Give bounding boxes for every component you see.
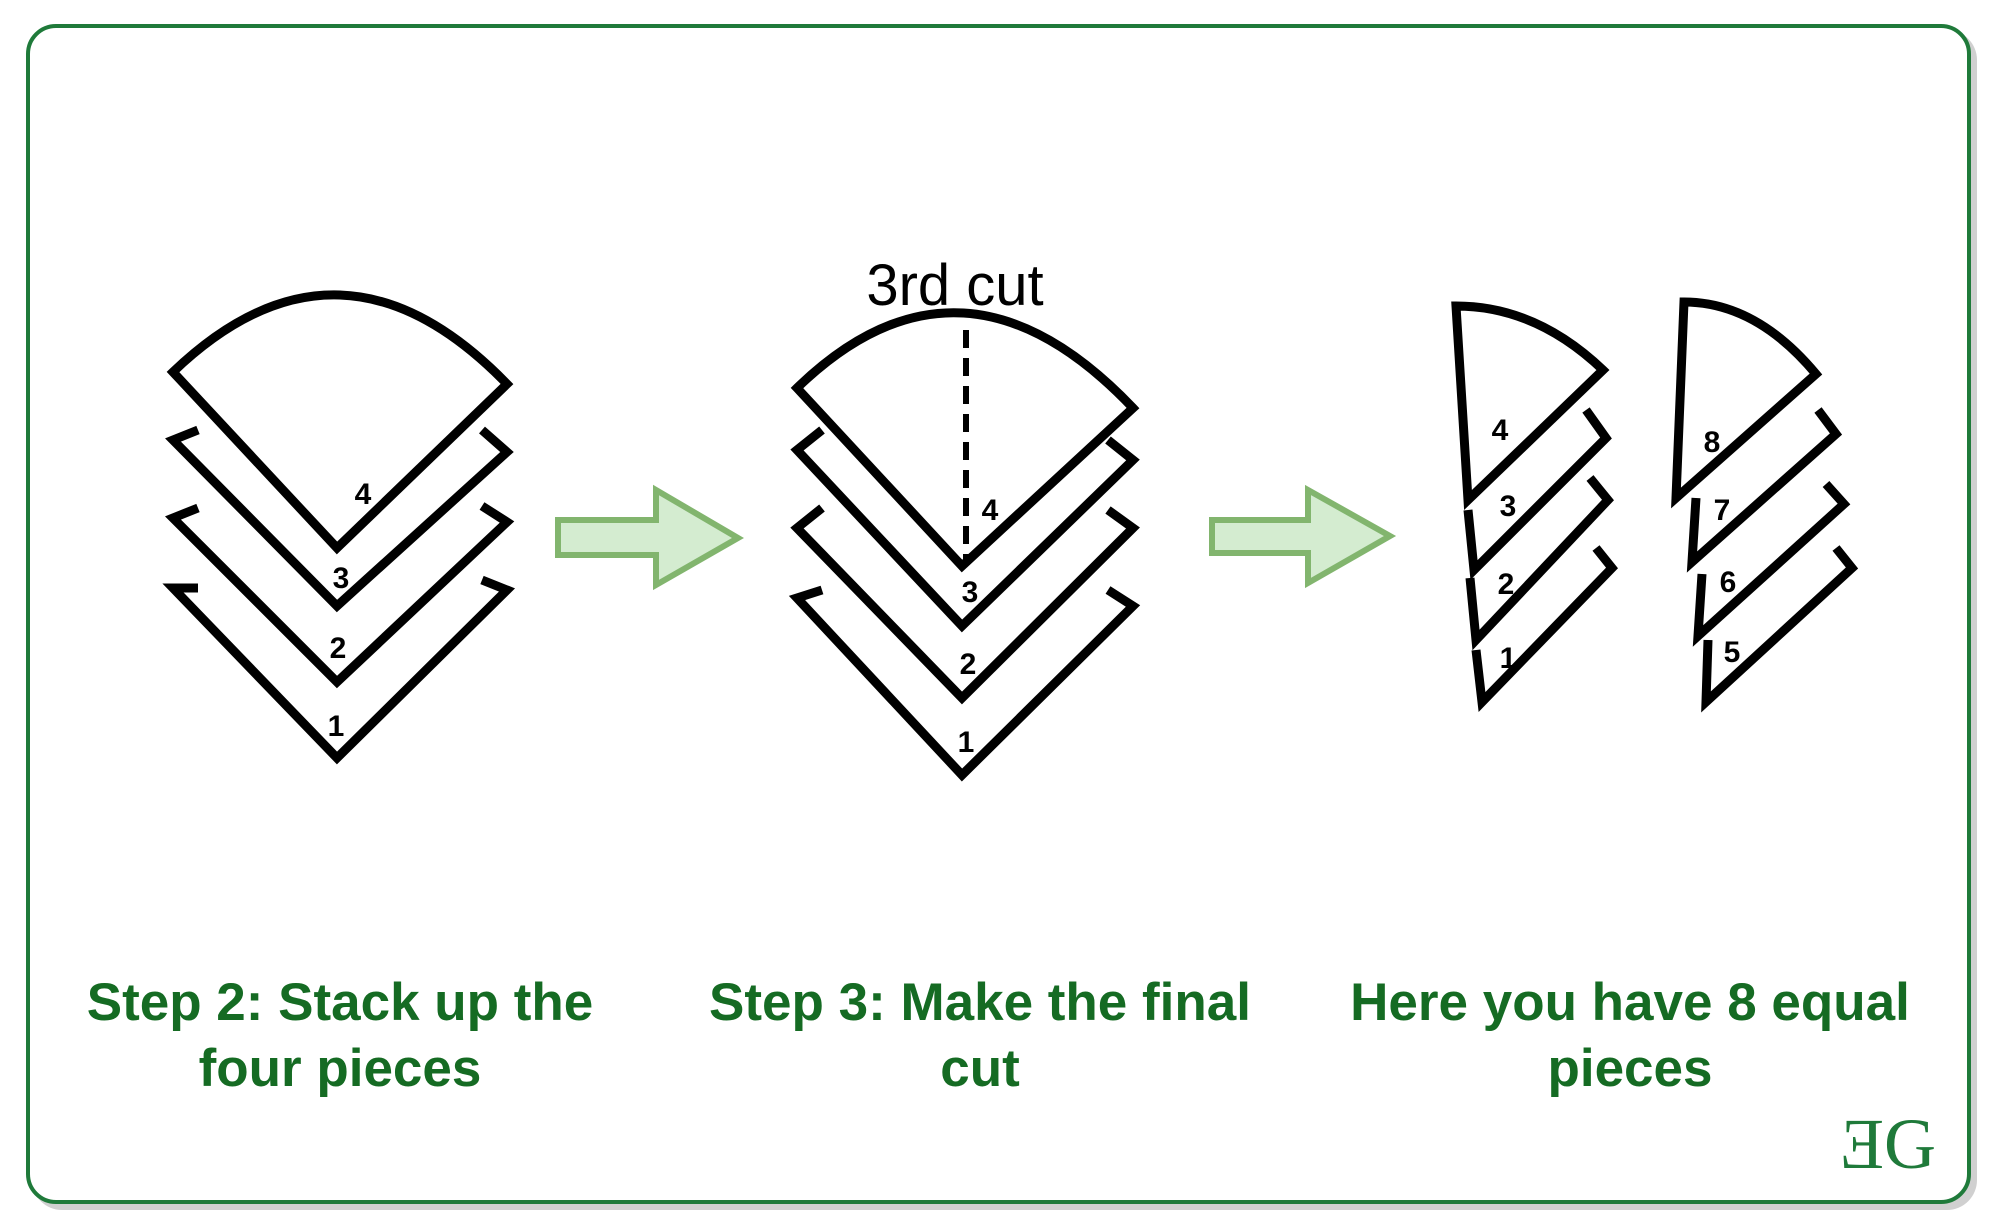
geeksforgeeks-logo: ƎG	[1840, 1104, 1936, 1184]
step2-layer-2-outline	[164, 502, 515, 689]
step2-caption: Step 2: Stack up the four pieces	[60, 970, 620, 1102]
result-caption-line2: pieces	[1547, 1039, 1713, 1098]
step3-layer-4-sector	[790, 308, 1140, 573]
diagram-frame	[26, 24, 1971, 1204]
step3-layer-3-number: 3	[962, 576, 979, 609]
left-slice-4-outline	[1451, 301, 1610, 510]
step2-layer-4-number: 4	[355, 478, 372, 511]
step2-layer-1-number: 1	[328, 710, 345, 743]
step2-caption-line2: four pieces	[198, 1039, 482, 1098]
step2-layer-3-number: 3	[333, 562, 350, 595]
right-arrow-icon	[1209, 484, 1397, 589]
left-slice-1-outline	[1471, 545, 1618, 712]
result-caption: Here you have 8 equal pieces	[1320, 970, 1940, 1102]
step3-caption-line2: cut	[940, 1039, 1020, 1098]
left-slice-4-number: 4	[1492, 414, 1509, 447]
step2-layer-2-number: 2	[330, 632, 347, 665]
left-slice-3-number: 3	[1500, 490, 1517, 523]
step2-layer-1-outline	[162, 575, 516, 765]
result-caption-line1: Here you have 8 equal	[1350, 973, 1910, 1032]
step2-layer-4-sector	[166, 290, 514, 555]
right-slice-6-number: 6	[1720, 566, 1737, 599]
right-slice-8-outline	[1671, 297, 1823, 509]
step2-caption-line1: Step 2: Stack up the	[86, 973, 594, 1032]
step3-layer-3-outline	[790, 426, 1140, 633]
left-slice-2-number: 2	[1498, 568, 1515, 601]
result-right-stack	[1671, 297, 1859, 713]
left-slice-3-outline	[1463, 407, 1612, 580]
step3-layer-1-outline	[788, 585, 1141, 782]
step3-caption: Step 3: Make the final cut	[680, 970, 1280, 1102]
step3-caption-line1: Step 3: Make the final	[709, 973, 1251, 1032]
step3-layer-2-outline	[790, 504, 1140, 705]
right-slice-5-number: 5	[1724, 636, 1741, 669]
step3-layer-4-number: 4	[982, 494, 999, 527]
right-slice-6-outline	[1692, 480, 1851, 647]
step3-layer-2-number: 2	[960, 648, 977, 681]
left-slice-2-outline	[1465, 475, 1614, 651]
right-slice-5-outline	[1701, 545, 1859, 713]
step2-stack	[162, 290, 516, 765]
right-slice-7-number: 7	[1714, 494, 1731, 527]
right-slice-7-outline	[1686, 407, 1843, 573]
step3-cut-label: 3rd cut	[866, 253, 1043, 318]
left-slice-1-number: 1	[1500, 642, 1517, 675]
step3-stack	[788, 308, 1141, 782]
result-left-stack	[1451, 301, 1618, 712]
step3-layer-1-number: 1	[958, 726, 975, 759]
right-slice-8-number: 8	[1704, 426, 1721, 459]
step2-layer-3-outline	[165, 425, 514, 613]
right-arrow-icon	[555, 484, 744, 591]
